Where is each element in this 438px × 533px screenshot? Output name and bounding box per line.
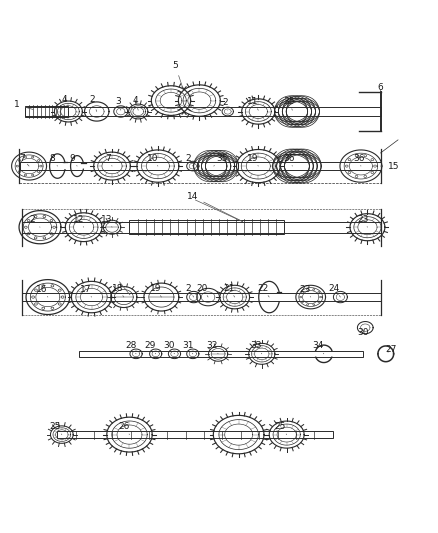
Text: 36: 36 — [353, 154, 364, 166]
Text: 7: 7 — [105, 154, 112, 166]
Text: 2: 2 — [29, 215, 40, 227]
Text: 2: 2 — [223, 98, 228, 110]
Text: 7: 7 — [19, 154, 29, 166]
Text: 27: 27 — [386, 345, 397, 354]
Text: 3: 3 — [115, 98, 121, 110]
Text: 9: 9 — [69, 154, 77, 166]
Text: 35: 35 — [214, 154, 228, 166]
Text: 25: 25 — [49, 422, 62, 434]
Text: 21: 21 — [223, 284, 235, 297]
Text: 28: 28 — [125, 342, 137, 354]
Text: 10: 10 — [147, 154, 159, 166]
Text: 14: 14 — [187, 192, 243, 222]
Text: 19: 19 — [247, 154, 259, 166]
Text: 31: 31 — [182, 342, 193, 354]
Text: 2: 2 — [186, 154, 193, 166]
Text: 15: 15 — [381, 161, 399, 171]
Text: 24: 24 — [328, 284, 340, 297]
Text: 20: 20 — [197, 284, 208, 297]
Text: 23: 23 — [357, 215, 369, 227]
Text: 5: 5 — [173, 61, 183, 89]
Text: 4: 4 — [132, 96, 138, 110]
Text: 11: 11 — [247, 97, 259, 110]
Text: 6: 6 — [378, 83, 383, 92]
Text: 33: 33 — [251, 342, 262, 354]
Text: 22: 22 — [257, 284, 269, 297]
Text: 12: 12 — [73, 215, 84, 227]
Text: 36: 36 — [283, 154, 295, 166]
Text: 19: 19 — [150, 284, 162, 297]
Text: 26: 26 — [118, 422, 130, 434]
Text: 32: 32 — [207, 342, 218, 354]
Text: 25: 25 — [275, 422, 287, 434]
Text: 35: 35 — [283, 97, 295, 110]
Text: 17: 17 — [80, 285, 92, 297]
Text: 30: 30 — [357, 328, 369, 337]
Text: 30: 30 — [163, 342, 174, 354]
Text: 2: 2 — [89, 95, 97, 111]
Text: 23: 23 — [299, 285, 311, 297]
Text: 34: 34 — [312, 342, 324, 354]
Text: 8: 8 — [49, 154, 57, 166]
Text: 4: 4 — [61, 95, 68, 110]
Text: 13: 13 — [101, 215, 113, 227]
Text: 16: 16 — [36, 285, 48, 297]
Text: 29: 29 — [145, 342, 155, 354]
Text: 1: 1 — [14, 100, 33, 109]
Text: 18: 18 — [112, 284, 124, 297]
Text: 2: 2 — [186, 284, 194, 297]
